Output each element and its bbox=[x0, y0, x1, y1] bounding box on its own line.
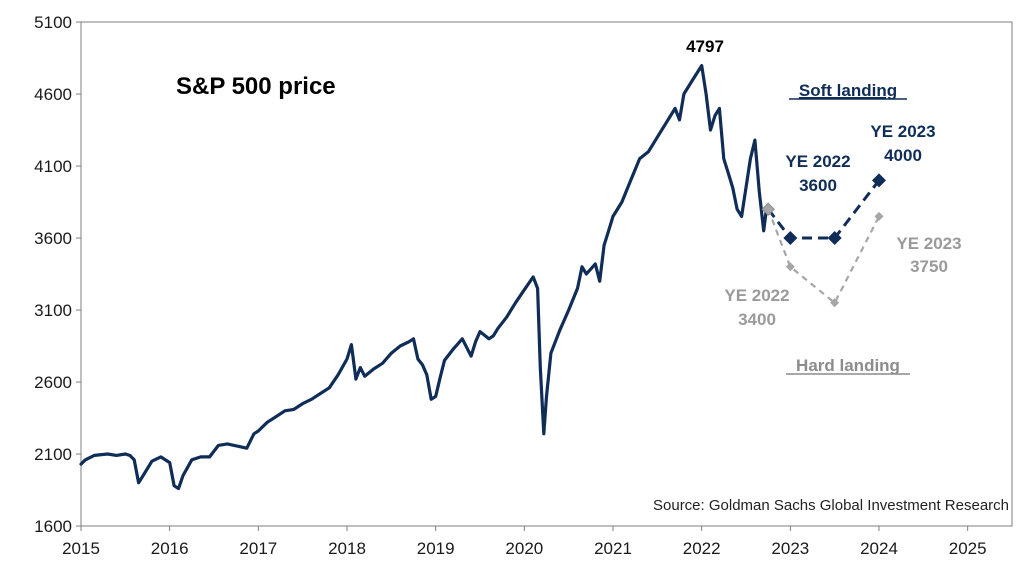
plot-frame bbox=[80, 21, 1013, 527]
x-tick-label: 2022 bbox=[683, 539, 721, 558]
soft-landing-series-line bbox=[767, 179, 881, 240]
hard-ye2022-label: YE 2022 bbox=[724, 286, 789, 305]
forecast-start-point bbox=[761, 202, 775, 216]
y-tick-label: 3100 bbox=[34, 301, 72, 320]
y-tick-label: 2100 bbox=[34, 445, 72, 464]
x-tick-label: 2017 bbox=[239, 539, 277, 558]
soft-landing-point bbox=[783, 231, 798, 245]
source-note: Source: Goldman Sachs Global Investment … bbox=[653, 497, 1009, 514]
y-tick-label: 2600 bbox=[34, 373, 72, 392]
y-tick-label: 3600 bbox=[34, 229, 72, 248]
hard-landing-label: Hard landing bbox=[796, 356, 900, 375]
y-tick-label: 4600 bbox=[34, 85, 72, 104]
hard-ye2022-value: 3400 bbox=[738, 310, 776, 329]
x-tick-label: 2023 bbox=[771, 539, 809, 558]
chart-title: S&P 500 price bbox=[176, 73, 336, 100]
history-series-line bbox=[79, 63, 769, 491]
soft-landing-point bbox=[872, 173, 886, 188]
soft-ye2022-value: 3600 bbox=[799, 176, 837, 195]
x-tick-label: 2025 bbox=[949, 539, 987, 558]
x-tick-label: 2019 bbox=[417, 539, 455, 558]
peak-label: 4797 bbox=[686, 37, 724, 56]
soft-ye2023-value: 4000 bbox=[884, 146, 922, 165]
x-tick-label: 2024 bbox=[860, 539, 898, 558]
hard-ye2023-label: YE 2023 bbox=[896, 234, 961, 253]
soft-landing-label: Soft landing bbox=[799, 81, 897, 100]
y-tick-label: 1600 bbox=[34, 517, 72, 536]
soft-landing-point bbox=[827, 231, 842, 245]
hard-landing-series-line bbox=[767, 208, 880, 305]
x-tick-label: 2015 bbox=[62, 539, 100, 558]
y-tick-label: 5100 bbox=[34, 13, 72, 32]
soft-ye2023-label: YE 2023 bbox=[870, 122, 935, 141]
hard-landing-point bbox=[874, 211, 884, 221]
hard-landing-point bbox=[785, 262, 795, 272]
x-tick-label: 2021 bbox=[594, 539, 632, 558]
x-tick-label: 2018 bbox=[328, 539, 366, 558]
x-tick-label: 2016 bbox=[151, 539, 189, 558]
hard-ye2023-value: 3750 bbox=[910, 257, 948, 276]
y-tick-label: 4100 bbox=[34, 157, 72, 176]
x-tick-label: 2020 bbox=[505, 539, 543, 558]
soft-ye2022-label: YE 2022 bbox=[785, 152, 850, 171]
hard-landing-point bbox=[830, 298, 840, 308]
